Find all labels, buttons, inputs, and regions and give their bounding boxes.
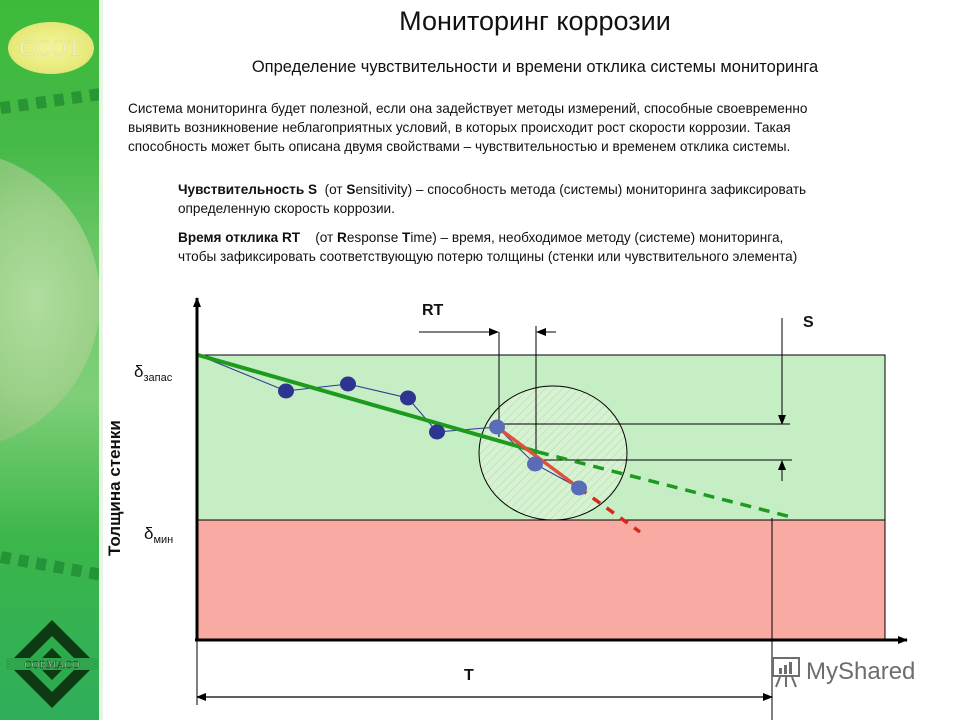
cormaco-logo: CORMACO <box>6 618 98 710</box>
t-label: T <box>464 667 474 684</box>
origin-rest: ime) <box>410 230 437 245</box>
definition-sensitivity: Чувствительность S (от Sensitivity) – сп… <box>178 180 938 218</box>
y-axis-label: Толщина стенки <box>105 420 124 556</box>
delta-reserve-label: δзапас <box>134 362 172 384</box>
page-title: Мониторинг коррозии <box>399 6 671 36</box>
delta-subscript: мин <box>153 534 174 546</box>
definition-response-time: Время отклика RT (от Response Time) – вр… <box>178 228 938 266</box>
data-point <box>429 424 445 440</box>
definition-text: чтобы зафиксировать соответствующую поте… <box>178 249 798 264</box>
term-sensitivity: Чувствительность S <box>178 182 318 197</box>
short-term-trend-extrapolation <box>577 486 642 534</box>
s-label: S <box>803 314 814 331</box>
sidebar-edge <box>99 0 103 720</box>
danger-zone <box>196 519 886 641</box>
long-term-trend-extrapolation <box>537 450 796 520</box>
origin-bold: T <box>402 230 411 245</box>
origin-rest: ensitivity) <box>355 182 413 197</box>
watermark-text: MyShared <box>806 658 916 685</box>
origin-prefix: (от <box>324 182 347 197</box>
intro-line: способность может быть описана двумя сво… <box>128 139 791 154</box>
ccot-logo: CCOT <box>8 22 94 74</box>
intro-paragraph: Система мониторинга будет полезной, если… <box>128 99 948 156</box>
delta-symbol: δ <box>144 524 154 543</box>
definition-text: определенную скорость коррозии. <box>178 201 395 216</box>
data-point <box>278 383 294 399</box>
delta-min-label: δмин <box>144 524 173 546</box>
cormaco-logo-text: CORMACO <box>24 659 80 671</box>
origin-mid: esponse <box>346 230 403 245</box>
data-point <box>340 376 356 392</box>
presentation-icon <box>772 657 800 688</box>
data-point <box>571 480 587 496</box>
response-region-circle <box>478 385 628 521</box>
ccot-logo-text: CCOT <box>19 35 83 60</box>
page-subtitle: Определение чувствительности и времени о… <box>251 58 819 76</box>
data-point <box>527 456 543 472</box>
delta-subscript: запас <box>143 372 173 384</box>
rt-label: RT <box>422 302 444 319</box>
intro-line: выявить возникновение неблагоприятных ус… <box>128 120 791 135</box>
measurement-points <box>278 376 587 496</box>
sidebar-decoration: CCOT CORMACO <box>0 0 104 720</box>
definition-text: – способность метода (системы) мониторин… <box>412 182 807 197</box>
definition-text: – время, необходимое методу (системе) мо… <box>436 230 784 245</box>
long-term-trend-line <box>197 353 539 454</box>
origin-bold: R <box>337 230 347 245</box>
origin-bold: S <box>346 182 356 197</box>
data-point <box>400 390 416 406</box>
data-point <box>489 419 505 435</box>
delta-symbol: δ <box>134 362 144 381</box>
myshared-watermark: MyShared <box>770 655 915 689</box>
measurement-line <box>197 354 580 489</box>
origin-prefix: (от <box>315 230 338 245</box>
intro-line: Система мониторинга будет полезной, если… <box>128 101 808 116</box>
term-response-time: Время отклика RT <box>178 230 301 245</box>
